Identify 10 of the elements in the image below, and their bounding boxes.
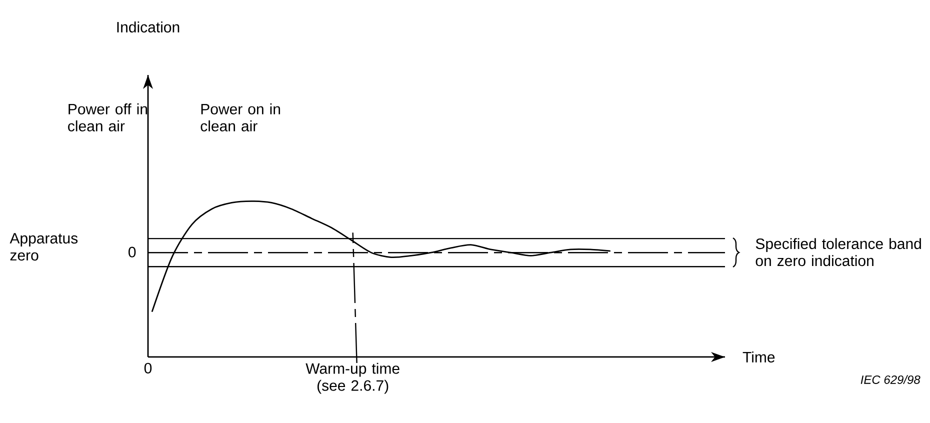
text: 0 [144,362,152,374]
text: Warm-up time (see 2.6.7) [306,362,400,394]
text: Power on in clean air [200,103,280,132]
text: Indication [117,21,180,32]
text: Specified tolerance band on zero indication [756,238,921,266]
text: IEC 629/98 [860,375,920,384]
text: Power off in clean air [68,103,148,132]
text: Time [742,351,775,362]
text: 0 [128,246,136,258]
text: Apparatus zero [10,233,78,261]
